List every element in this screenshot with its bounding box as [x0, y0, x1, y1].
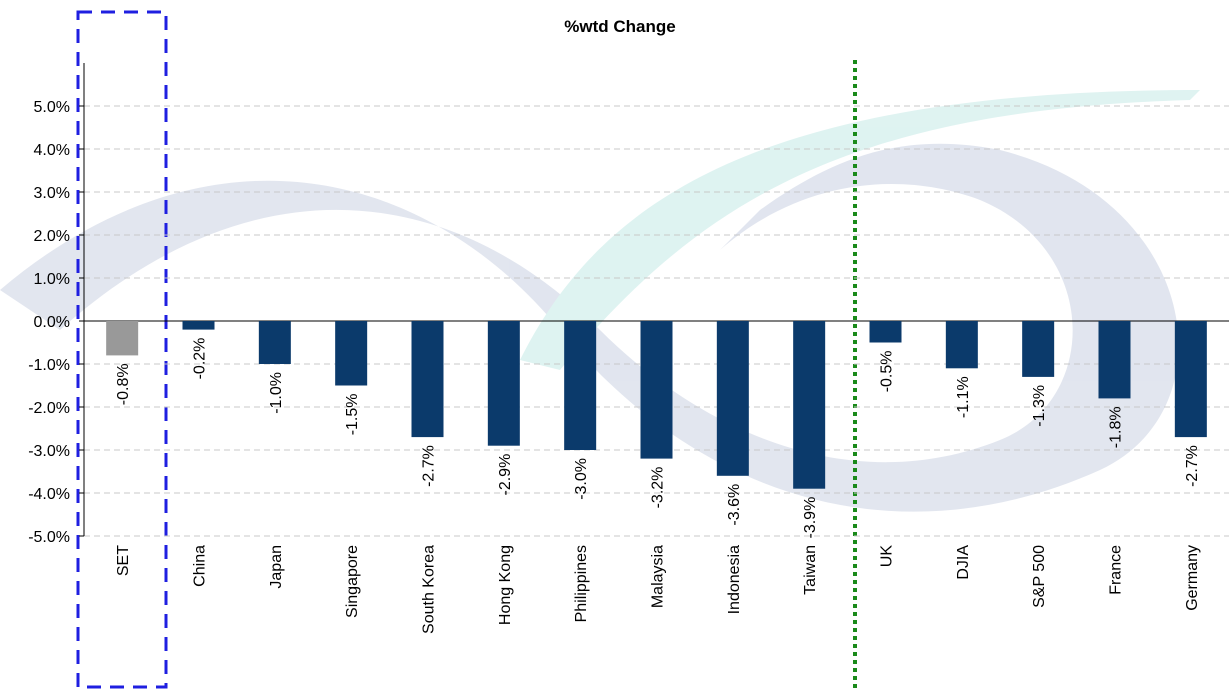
bar [1174, 321, 1207, 438]
bar [793, 321, 826, 489]
y-tick-label: -4.0% [28, 486, 70, 503]
bar [716, 321, 749, 476]
x-tick-label: Taiwan [802, 545, 819, 595]
bar [411, 321, 444, 438]
y-tick-label: -3.0% [28, 443, 70, 460]
y-tick-label: 0.0% [34, 314, 70, 331]
bar [1022, 321, 1055, 377]
y-tick-label: 4.0% [34, 142, 70, 159]
value-label: -1.3% [1031, 385, 1048, 427]
x-tick-label: Germany [1184, 545, 1201, 611]
y-tick-label: -1.0% [28, 357, 70, 374]
y-tick-label: 1.0% [34, 271, 70, 288]
value-label: -0.5% [879, 351, 896, 393]
bar [106, 321, 139, 356]
bar [869, 321, 902, 343]
x-tick-label: UK [879, 545, 896, 568]
bar [945, 321, 978, 369]
x-tick-label: Indonesia [726, 545, 743, 614]
bar [335, 321, 368, 386]
value-label: -1.1% [955, 376, 972, 418]
x-tick-label: DJIA [955, 545, 972, 580]
bar [564, 321, 597, 450]
bar [182, 321, 215, 330]
value-label: -3.6% [726, 484, 743, 526]
y-tick-label: -5.0% [28, 529, 70, 546]
value-label: -3.9% [802, 497, 819, 539]
watermark [0, 90, 1200, 512]
x-tick-label: South Korea [421, 545, 438, 634]
y-tick-label: 3.0% [34, 185, 70, 202]
bar [487, 321, 520, 446]
value-label: -0.2% [192, 338, 209, 380]
y-tick-label: -2.0% [28, 400, 70, 417]
x-tick-label: Hong Kong [497, 545, 514, 625]
x-tick-label: Philippines [573, 545, 590, 622]
x-tick-label: Japan [268, 545, 285, 589]
y-tick-label: 5.0% [34, 99, 70, 116]
x-tick-label: Malaysia [650, 545, 667, 608]
value-label: -3.2% [650, 467, 667, 509]
x-tick-label: SET [115, 545, 132, 576]
value-label: -2.7% [421, 445, 438, 487]
x-tick-label: S&P 500 [1031, 545, 1048, 608]
x-tick-label: France [1108, 545, 1125, 595]
highlight-box [76, 10, 168, 689]
value-label: -0.8% [115, 363, 132, 405]
bar [640, 321, 673, 459]
y-tick-label: 2.0% [34, 228, 70, 245]
value-label: -1.8% [1108, 406, 1125, 448]
bar [258, 321, 291, 364]
chart-title: %wtd Change [564, 17, 675, 36]
value-label: -2.7% [1184, 445, 1201, 487]
value-label: -3.0% [573, 458, 590, 500]
value-label: -1.0% [268, 372, 285, 414]
value-label: -1.5% [344, 394, 361, 436]
value-label: -2.9% [497, 454, 514, 496]
bar [1098, 321, 1131, 399]
x-tick-label: Singapore [344, 545, 361, 618]
x-tick-label: China [192, 545, 209, 587]
